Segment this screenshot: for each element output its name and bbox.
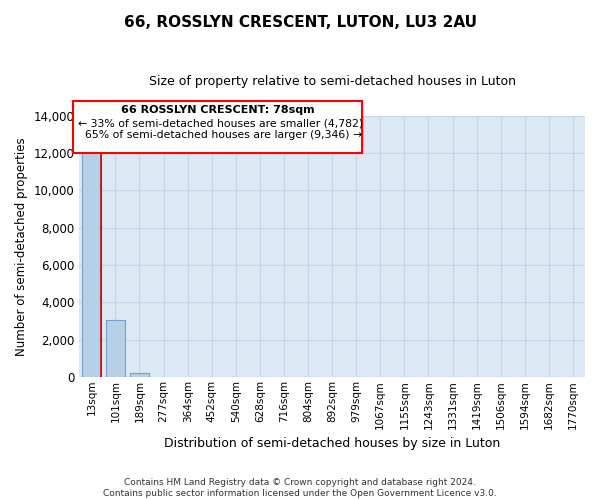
Text: ← 33% of semi-detached houses are smaller (4,782): ← 33% of semi-detached houses are smalle… — [78, 118, 363, 128]
Text: 65% of semi-detached houses are larger (9,346) →: 65% of semi-detached houses are larger (… — [78, 130, 362, 140]
Y-axis label: Number of semi-detached properties: Number of semi-detached properties — [15, 137, 28, 356]
Bar — [82, 127, 101, 377]
Text: Contains HM Land Registry data © Crown copyright and database right 2024.
Contai: Contains HM Land Registry data © Crown c… — [103, 478, 497, 498]
Title: Size of property relative to semi-detached houses in Luton: Size of property relative to semi-detach… — [149, 75, 515, 88]
X-axis label: Distribution of semi-detached houses by size in Luton: Distribution of semi-detached houses by … — [164, 437, 500, 450]
Text: 66, ROSSLYN CRESCENT, LUTON, LU3 2AU: 66, ROSSLYN CRESCENT, LUTON, LU3 2AU — [124, 15, 476, 30]
Bar — [130, 373, 149, 377]
Text: 66 ROSSLYN CRESCENT: 78sqm: 66 ROSSLYN CRESCENT: 78sqm — [121, 104, 315, 115]
Bar — [106, 320, 125, 377]
